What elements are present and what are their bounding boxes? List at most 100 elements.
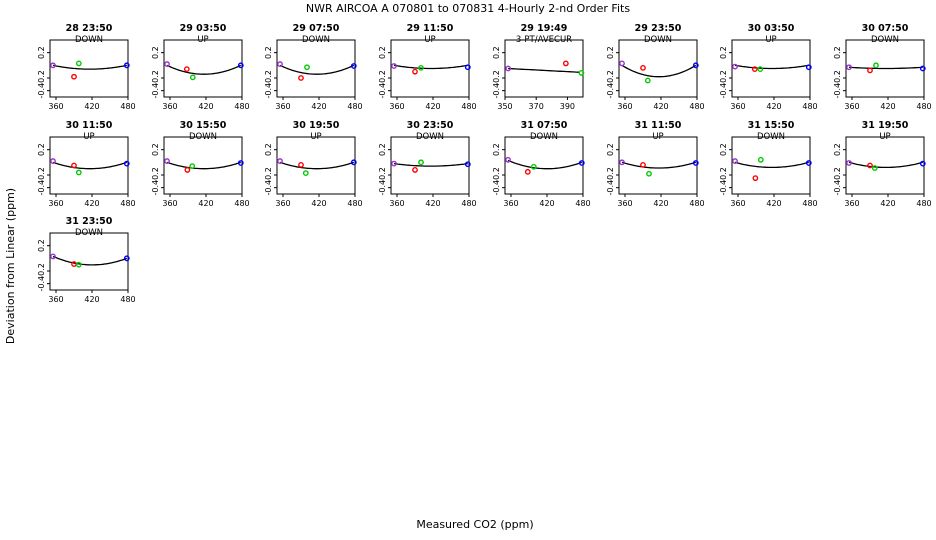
data-point-red — [71, 162, 77, 169]
y-tick-label: -0.2 — [492, 70, 501, 86]
x-tick-label: 420 — [766, 199, 781, 208]
y-tick-label: -0.4 — [264, 180, 273, 196]
x-tick-label: 370 — [529, 102, 544, 111]
x-tick-label: 360 — [48, 295, 63, 304]
data-point-purple — [619, 60, 625, 67]
data-point-blue — [464, 64, 471, 71]
x-tick-label: 480 — [234, 102, 249, 111]
y-tick-label: 0.2 — [606, 143, 615, 156]
fit-curve — [279, 161, 355, 170]
data-point-blue — [350, 159, 357, 166]
data-point-green — [189, 74, 196, 81]
data-point-green — [530, 163, 537, 170]
panel-title: 29 23:50 — [635, 23, 682, 34]
y-tick-label: -0.4 — [833, 180, 842, 196]
data-point-green — [304, 64, 310, 71]
data-point-red — [751, 66, 758, 73]
y-tick-label: -0.2 — [719, 167, 728, 183]
x-tick-label: 420 — [425, 199, 440, 208]
data-point-blue — [237, 160, 244, 166]
panel-title: 31 19:50 — [862, 120, 909, 131]
data-point-green — [757, 156, 764, 163]
panel-title: 28 23:50 — [66, 23, 113, 34]
data-point-red — [867, 162, 873, 169]
fit-curve — [848, 66, 923, 70]
fit-curve — [507, 159, 583, 170]
x-tick-label: 420 — [425, 102, 440, 111]
data-point-purple — [391, 160, 397, 167]
y-tick-label: -0.4 — [264, 83, 273, 99]
y-tick-label: -0.2 — [37, 70, 46, 86]
y-tick-label: 0.2 — [378, 46, 387, 59]
y-tick-label: 0.2 — [719, 143, 728, 156]
y-tick-label: -0.2 — [719, 70, 728, 86]
data-point-purple — [619, 159, 625, 166]
y-tick-label: -0.4 — [37, 276, 46, 292]
panel-title: 29 03:50 — [180, 23, 227, 34]
y-tick-label: 0.2 — [37, 143, 46, 156]
x-tick-label: 480 — [916, 199, 931, 208]
data-point-red — [412, 68, 418, 75]
fit-curve — [621, 64, 697, 78]
x-tick-label: 420 — [311, 102, 326, 111]
data-point-blue — [805, 160, 812, 166]
y-axis-label: Deviation from Linear (ppm) — [4, 188, 17, 344]
y-tick-label: -0.4 — [378, 180, 387, 196]
data-point-red — [71, 73, 77, 80]
x-tick-label: 360 — [275, 199, 290, 208]
plot-frame — [49, 232, 129, 291]
y-tick-label: 0.2 — [378, 143, 387, 156]
x-tick-label: 420 — [84, 199, 99, 208]
fit-curve — [52, 255, 128, 266]
x-tick-label: 480 — [802, 102, 817, 111]
fit-curve — [393, 162, 468, 167]
x-tick-label: 480 — [120, 102, 135, 111]
x-tick-label: 360 — [844, 102, 859, 111]
fit-curve — [52, 161, 128, 170]
y-tick-label: -0.2 — [151, 70, 160, 86]
panel-title: 30 07:50 — [862, 23, 909, 34]
data-point-green — [75, 169, 82, 176]
data-point-red — [562, 60, 569, 67]
data-point-blue — [464, 161, 471, 168]
data-point-green — [75, 261, 82, 268]
x-tick-label: 420 — [198, 199, 213, 208]
y-tick-label: 0.2 — [606, 46, 615, 59]
y-tick-label: 0.2 — [151, 46, 160, 59]
y-tick-label: -0.4 — [151, 180, 160, 196]
x-tick-label: 420 — [84, 295, 99, 304]
x-tick-label: 420 — [880, 199, 895, 208]
y-tick-label: 0.2 — [37, 46, 46, 59]
data-point-red — [298, 161, 304, 168]
x-tick-label: 420 — [539, 199, 554, 208]
y-tick-label: 0.2 — [719, 46, 728, 59]
y-tick-label: 0.2 — [492, 143, 501, 156]
fit-curve — [734, 64, 809, 70]
y-tick-label: -0.4 — [492, 180, 501, 196]
data-point-green — [757, 66, 764, 73]
data-point-purple — [50, 253, 56, 260]
fit-curve — [279, 64, 355, 75]
data-point-green — [873, 62, 879, 69]
panel-title: 29 07:50 — [293, 23, 340, 34]
data-point-red — [183, 66, 190, 73]
y-tick-label: -0.4 — [606, 180, 615, 196]
x-tick-label: 480 — [347, 102, 362, 111]
data-point-green — [189, 163, 196, 170]
y-tick-label: -0.2 — [264, 167, 273, 183]
x-tick-label: 420 — [84, 102, 99, 111]
panel-title: 30 11:50 — [66, 120, 113, 131]
x-tick-label: 480 — [120, 199, 135, 208]
plot-frame — [845, 136, 925, 195]
panel-title: 30 23:50 — [407, 120, 454, 131]
